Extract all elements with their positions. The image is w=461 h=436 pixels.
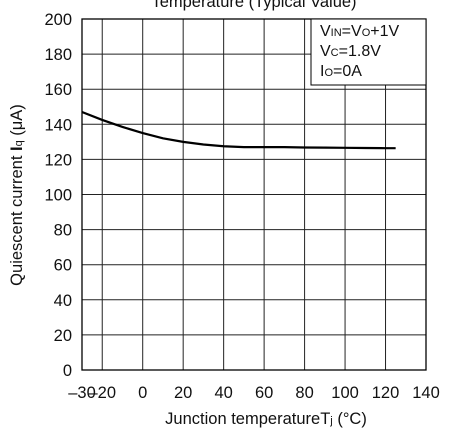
- chart-title: Temperature (Typical Value): [151, 0, 356, 11]
- y-tick-label: 200: [44, 11, 72, 29]
- x-tick-label: 0: [138, 384, 147, 402]
- y-tick-label: 60: [54, 257, 72, 275]
- x-tick-label: 120: [372, 384, 400, 402]
- series-line: [81, 110, 396, 150]
- x-tick-label: 100: [331, 384, 359, 402]
- y-axis-label: Quiescent current Iq (μA): [8, 104, 26, 286]
- x-tick-label: 40: [214, 384, 232, 402]
- annotation-vc: VC=1.8V: [320, 43, 381, 60]
- y-tick-label: 140: [44, 116, 72, 134]
- x-tick-label: –30: [68, 384, 96, 402]
- x-tick-label: 60: [255, 384, 273, 402]
- plot-frame: [81, 18, 427, 371]
- y-tick-label: 20: [54, 327, 72, 345]
- y-tick-label: 40: [54, 292, 72, 310]
- x-tick-labels: –30–20 0 20 40 60 80 100 120 140: [68, 384, 440, 402]
- series-layer: [81, 110, 396, 150]
- annotation-io: IO=0A: [320, 63, 362, 80]
- y-tick-label: 0: [63, 362, 72, 380]
- x-tick-label: 140: [412, 384, 440, 402]
- x-tick-label: 80: [295, 384, 313, 402]
- annotation-box: [310, 18, 427, 86]
- x-tick-label: 20: [174, 384, 192, 402]
- y-tick-labels: 0 20 40 60 80 100 120 140 160 180 200: [44, 11, 72, 380]
- y-tick-label: 80: [54, 222, 72, 240]
- y-tick-label: 120: [44, 151, 72, 169]
- y-tick-label: 180: [44, 46, 72, 64]
- y-tick-label: 100: [44, 187, 72, 205]
- x-axis-label: Junction temperatureTj (°C): [165, 410, 367, 428]
- y-tick-label: 160: [44, 81, 72, 99]
- annotation-vin: VIN=VO+1V: [320, 23, 399, 40]
- x-tick-label: –20: [88, 384, 116, 402]
